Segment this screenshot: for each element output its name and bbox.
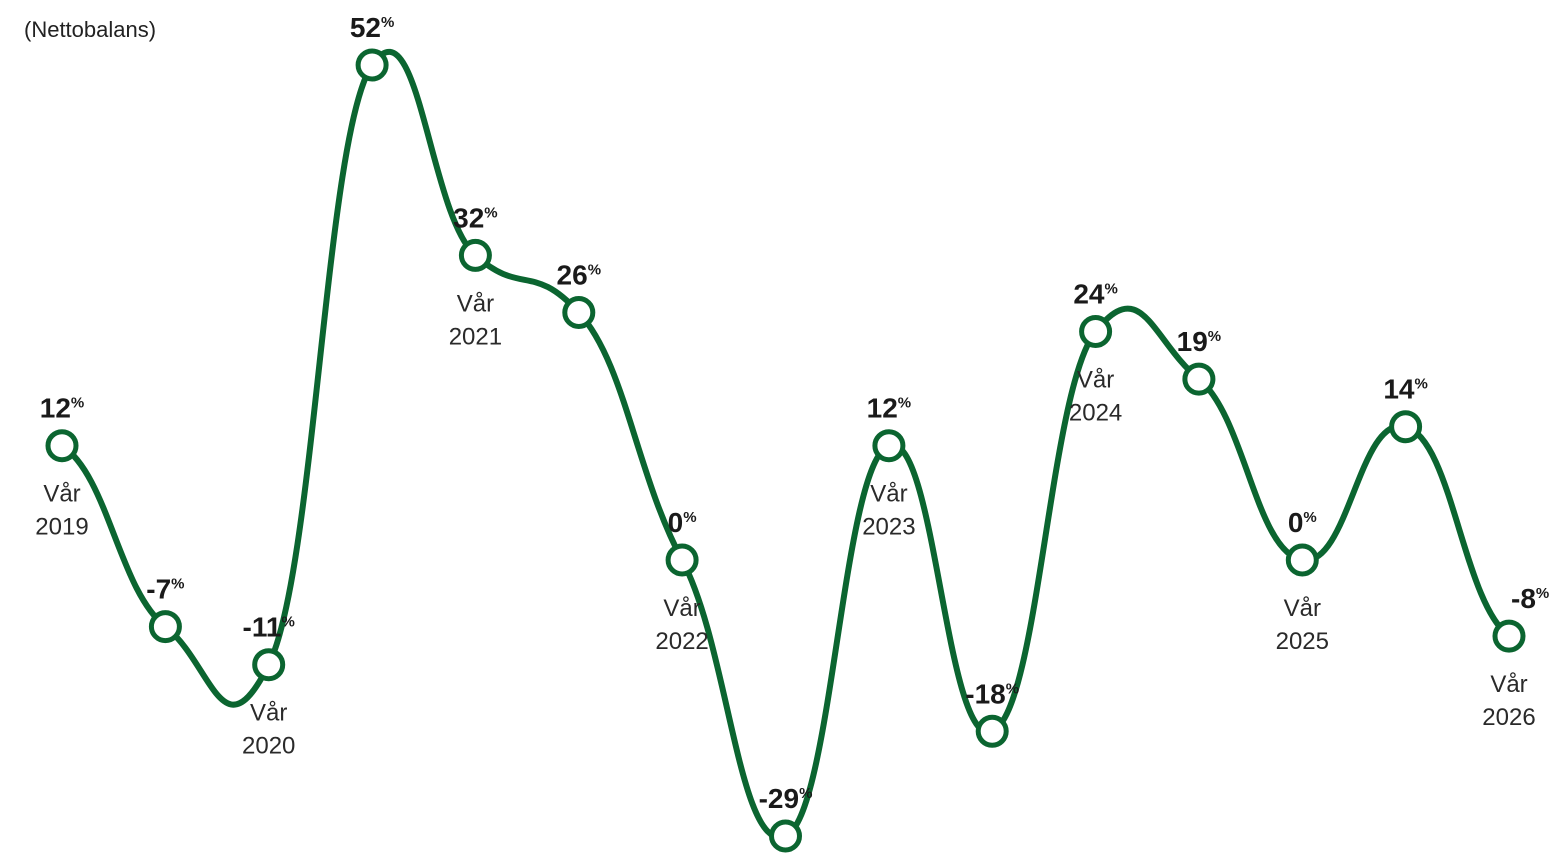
data-value-label: 26% xyxy=(557,260,602,291)
category-year-label: 2019 xyxy=(35,514,88,541)
data-point-marker xyxy=(769,819,802,853)
category-year-label: 2020 xyxy=(242,733,295,760)
data-point-marker xyxy=(872,429,906,463)
data-point-marker xyxy=(1285,543,1319,577)
data-point-marker xyxy=(562,296,596,329)
data-point-marker xyxy=(148,610,182,644)
data-value-label: 32% xyxy=(453,202,498,233)
data-value-label: 0% xyxy=(668,507,697,538)
data-value-label: 0% xyxy=(1288,507,1317,538)
data-point-marker xyxy=(1389,410,1423,444)
data-value-label: 19% xyxy=(1177,326,1222,357)
data-value-label: -18% xyxy=(965,678,1019,709)
data-point-marker xyxy=(458,238,492,272)
category-year-label: 2024 xyxy=(1069,400,1122,427)
data-point-marker xyxy=(1079,315,1113,348)
data-value-label: 14% xyxy=(1383,374,1428,405)
category-year-label: 2026 xyxy=(1482,704,1535,731)
data-point-marker xyxy=(975,714,1009,748)
category-year-label: 2023 xyxy=(862,514,915,541)
category-year-label: 2022 xyxy=(655,628,708,655)
category-label: Vår xyxy=(1077,367,1114,394)
category-label: Vår xyxy=(663,595,700,622)
category-label: Vår xyxy=(1284,595,1321,622)
data-value-label: 52% xyxy=(350,12,395,43)
data-point-marker xyxy=(665,543,699,577)
category-label: Vår xyxy=(870,481,907,508)
data-value-label: -11% xyxy=(243,612,295,643)
category-label: Vår xyxy=(250,700,287,727)
data-value-label: 24% xyxy=(1073,279,1118,310)
data-value-label: -7% xyxy=(146,574,184,605)
data-value-label: 12% xyxy=(867,393,912,424)
category-labels: Vår 2019 Vår 2020 Vår 2021 Vår 2022 Vår 2023 Vår 20… xyxy=(35,290,1535,759)
value-labels: 12% -7% -11% 52% 32% 26% 0% -29% 12% -18% 24% 19% 0%… xyxy=(40,12,1550,814)
unit-label: (Nettobalans) xyxy=(24,17,156,42)
data-value-label: -29% xyxy=(759,783,813,814)
data-point-marker xyxy=(1492,619,1526,653)
category-year-label: 2025 xyxy=(1276,628,1329,655)
data-value-label: -8% xyxy=(1511,583,1549,614)
data-point-marker xyxy=(252,648,286,682)
category-year-label: 2021 xyxy=(449,323,502,350)
category-label: Vår xyxy=(1490,671,1527,698)
data-point-marker xyxy=(45,429,79,463)
data-point-marker xyxy=(355,48,389,82)
category-label: Vår xyxy=(457,290,494,317)
data-value-label: 12% xyxy=(40,393,85,424)
data-markers xyxy=(45,48,1526,853)
data-point-marker xyxy=(1182,362,1216,396)
category-label: Vår xyxy=(43,481,80,508)
